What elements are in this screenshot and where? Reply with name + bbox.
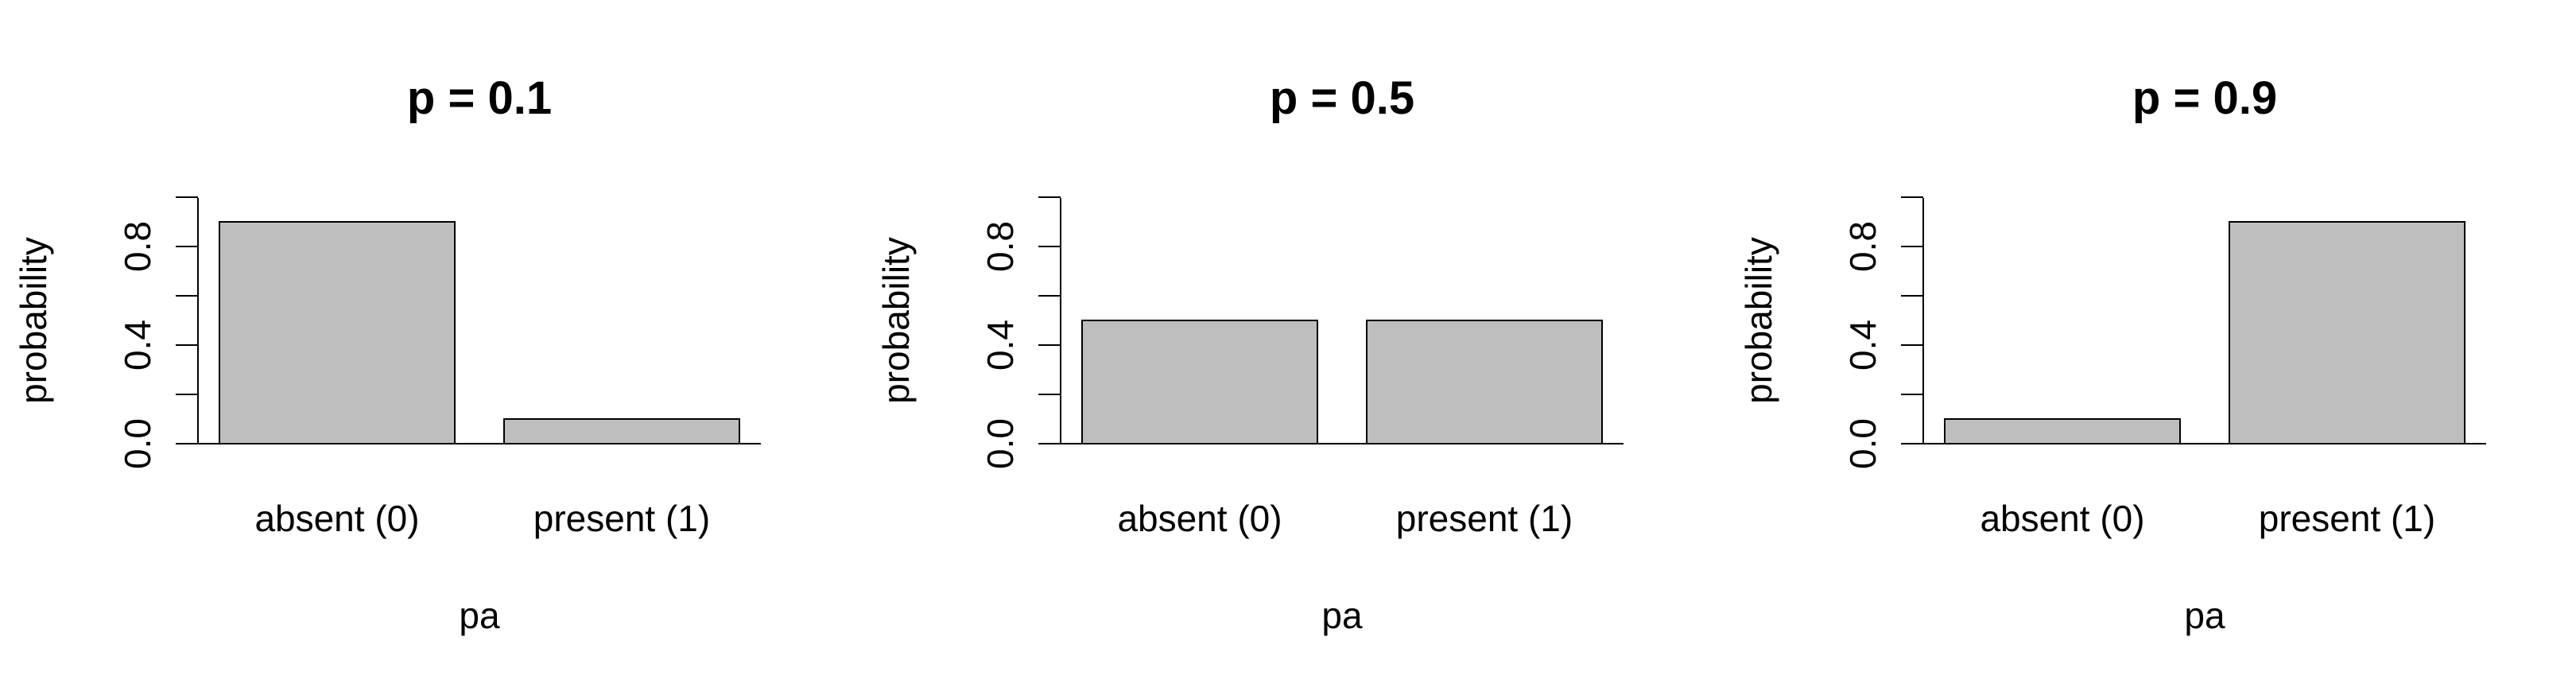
- panel-3-bar-2: [2229, 221, 2465, 444]
- chart-panel-2: p = 0.5 pa probability 0.0 0.4 0.8 absent …: [875, 72, 1624, 636]
- panel-3-bars: [1944, 221, 2465, 444]
- panel-2-category-label-2: present (1): [1396, 498, 1573, 539]
- panel-2-ylabel: probability: [875, 237, 917, 404]
- panel-2-bar-2: [1366, 320, 1603, 444]
- panel-1-bar-1: [219, 221, 456, 444]
- panel-2-y-tick-label-2: 0.4: [980, 320, 1021, 371]
- panel-1-ylabel: probability: [13, 237, 54, 404]
- panel-2-y-ticks: 0.0 0.4 0.8: [980, 196, 1061, 469]
- panel-3-bar-1: [1944, 418, 2181, 444]
- panel-1-y-tick-label-3: 0.8: [117, 221, 158, 272]
- panel-2-xlabel: pa: [1321, 595, 1363, 636]
- panel-3-xlabel: pa: [2184, 595, 2225, 636]
- panel-2-bar-1: [1081, 320, 1318, 444]
- panel-3-category-label-1: absent (0): [1980, 498, 2144, 539]
- panel-3-ylabel: probability: [1738, 237, 1779, 404]
- panel-1-xlabel: pa: [459, 595, 500, 636]
- panel-3-title: p = 0.9: [2132, 72, 2277, 124]
- panel-1-category-label-2: present (1): [533, 498, 710, 539]
- panel-2-title: p = 0.5: [1270, 72, 1414, 124]
- panel-1-category-label-1: absent (0): [254, 498, 419, 539]
- panel-2-y-tick-label-1: 0.0: [980, 418, 1021, 469]
- panel-3-y-ticks: 0.0 0.4 0.8: [1842, 196, 1923, 469]
- panel-2-category-label-1: absent (0): [1117, 498, 1282, 539]
- panel-3-y-tick-label-2: 0.4: [1842, 320, 1884, 371]
- panel-3-category-label-2: present (1): [2259, 498, 2435, 539]
- panel-3-y-tick-label-3: 0.8: [1842, 221, 1884, 272]
- chart-panel-3: p = 0.9 pa probability 0.0 0.4 0.8 absent …: [1738, 72, 2486, 636]
- panel-1-bars: [219, 221, 740, 444]
- panel-1-y-tick-label-2: 0.4: [117, 320, 158, 371]
- chart-panel-1: p = 0.1 pa probability 0.0 0.4 0.8 absent …: [13, 72, 761, 636]
- panel-1-y-ticks: 0.0 0.4 0.8: [117, 196, 198, 469]
- panel-1-y-tick-label-1: 0.0: [117, 418, 158, 469]
- panel-1-title: p = 0.1: [407, 72, 552, 124]
- panel-2-bars: [1081, 320, 1603, 444]
- panel-3-y-tick-label-1: 0.0: [1842, 418, 1884, 469]
- panel-2-y-tick-label-3: 0.8: [980, 221, 1021, 272]
- panel-1-bar-2: [503, 418, 740, 444]
